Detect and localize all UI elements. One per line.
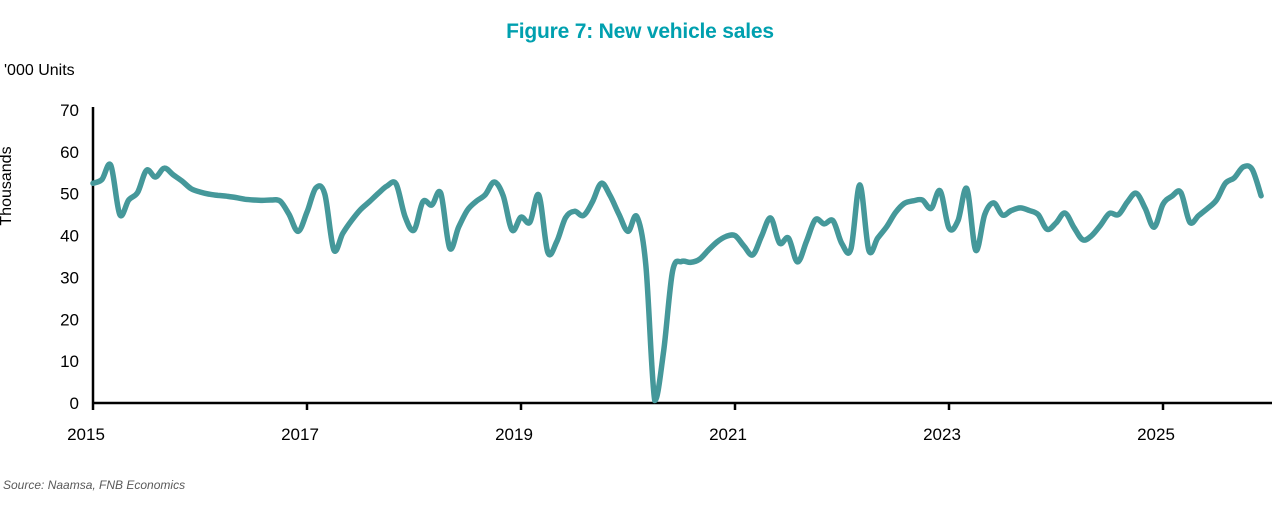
- y-tick-label: 10: [60, 352, 79, 371]
- y-tick-label: 40: [60, 227, 79, 246]
- x-tick-label: 2025: [1137, 425, 1175, 444]
- chart-title: Figure 7: New vehicle sales: [506, 20, 774, 43]
- x-tick-label: 2021: [709, 425, 747, 444]
- y-tick-label: 70: [60, 101, 79, 120]
- y-tick-label: 60: [60, 143, 79, 162]
- y-tick-label: 20: [60, 310, 79, 329]
- y-tick-label: 50: [60, 185, 79, 204]
- y-tick-label: 0: [70, 394, 79, 413]
- source-note: Source: Naamsa, FNB Economics: [3, 478, 186, 492]
- x-tick-label: 2019: [495, 425, 533, 444]
- x-tick-label: 2023: [923, 425, 961, 444]
- units-label: '000 Units: [4, 62, 75, 79]
- y-tick-label: 30: [60, 268, 79, 287]
- x-tick-label: 2017: [281, 425, 319, 444]
- x-tick-label: 2015: [67, 425, 105, 444]
- vehicle-sales-series-line: [90, 161, 1264, 404]
